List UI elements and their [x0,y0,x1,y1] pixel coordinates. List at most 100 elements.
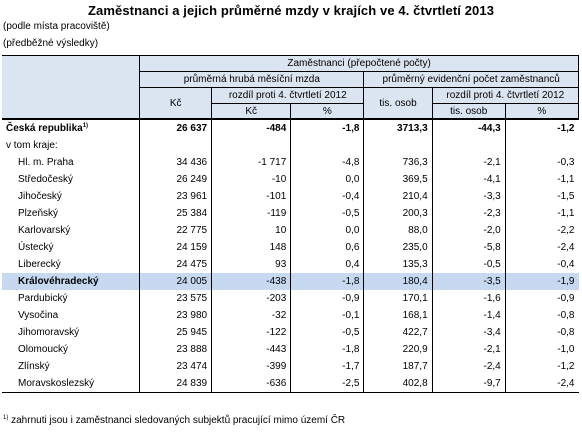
cell-count-text: 235,0 [402,242,428,253]
cell-diff-kc-text: 148 [269,242,287,253]
cell-diff-pct: -0,5 [290,205,365,222]
page-title: Zaměstnanci a jejich průměrné mzdy v kra… [87,3,495,18]
cell-diff-pct2: -1,2 [505,118,579,137]
header-sub-pct2: % [504,103,580,120]
cell-diff-kc-text: -122 [266,327,287,338]
cell-diff-pct2-text: -1,1 [557,174,575,185]
cell-wage: 22 775 [139,222,213,239]
header-sub-pct1: % [290,103,365,120]
cell-diff-pct2-text: -1,1 [557,208,575,219]
cell-diff-pct2-text: -1,9 [557,276,575,287]
footnote-mark: 1) [3,415,9,421]
cell-diff-pct-text: 0,4 [345,259,360,270]
cell-diff-pct: -0,9 [290,290,365,307]
cell-wage-text: 24 839 [176,378,208,389]
row-name: Plzeňský [2,205,141,222]
cell-diff-pct: -2,5 [290,375,365,393]
cell-diff-kc: 10 [211,222,292,239]
cell-diff-tis-text: -2,1 [483,157,501,168]
cell-wage-text: 26 637 [176,123,208,134]
cell-wage: 25 384 [139,205,213,222]
cell-diff-tis: -9,7 [432,375,506,393]
header-count: průměrný evidenční počet zaměstnanců [363,71,579,88]
cell-diff-pct2-text: -0,4 [557,259,575,270]
cell-count: 3713,3 [363,118,433,137]
cell-count-text: 402,8 [402,378,428,389]
cell-diff-tis-text: -2,4 [483,361,501,372]
row-name-text: Moravskoslezský [18,378,95,389]
row-name-text: Česká republika [6,123,83,134]
cell-diff-pct2: -0,9 [505,290,578,307]
cell-diff-kc-text: -636 [266,378,287,389]
table-row: Česká republika1) 26 637 -484 -1,8 3713,3 -44… [2,118,579,137]
subtitle-preliminary: (předběžné výsledky) [3,38,99,49]
cell-diff-pct-text: -2,5 [342,378,360,389]
cell-diff-pct-text: -0,9 [342,293,360,304]
cell-diff-kc-text: -438 [266,276,287,287]
cell-wage: 24 475 [139,256,213,273]
row-name-text: Vysočina [18,310,59,321]
wages-table: Zaměstnanci (přepočtené počty) průměrná … [2,55,580,393]
cell-diff-tis-text: -3,5 [483,276,501,287]
cell-diff-pct-text: -0,5 [342,327,360,338]
table-row: Královéhradecký 24 005 -438 -1,8 180,4 -3,5 -1… [2,273,579,290]
row-name-text: Středočeský [18,174,74,185]
row-name: Česká republika1) [2,118,141,137]
cell-diff-tis: -2,1 [432,154,506,171]
cell-count-text: 88,0 [408,225,428,236]
cell-wage: 23 961 [139,188,213,205]
cell-diff-tis-text: -9,7 [483,378,501,389]
row-name-text: Hl. m. Praha [18,157,74,168]
cell-diff-pct2: -1,0 [505,341,578,358]
table-row: Středočeský 26 249 -10 0,0 369,5 -4,1 -1,1 [2,171,579,188]
cell-diff-pct: -1,8 [290,341,365,358]
row-name: Jihomoravský [2,324,141,341]
cell-count: 736,3 [363,154,433,171]
cell-diff-pct2: -0,8 [505,307,578,324]
cell-diff-pct: -1,7 [290,358,365,375]
cell-wage-text: 26 249 [176,174,208,185]
cell-wage: 25 945 [139,324,213,341]
cell-diff-kc: -484 [211,118,292,137]
row-name-text: Královéhradecký [18,276,99,287]
cell-diff-pct: 0,6 [290,239,365,256]
cell-count [363,137,433,154]
cell-diff-tis: -2,1 [432,341,506,358]
cell-wage: 23 980 [139,307,213,324]
cell-wage [139,137,213,154]
cell-wage-text: 22 775 [176,225,208,236]
cell-diff-tis-text: -1,6 [483,293,501,304]
cell-diff-tis: -1,4 [432,307,506,324]
cell-diff-pct2-text: -0,8 [557,310,575,321]
cell-diff-pct2-text: -1,0 [557,344,575,355]
cell-wage: 23 474 [139,358,213,375]
cell-diff-tis-text: -2,1 [483,344,501,355]
footnote: 1) zahrnuti jsou i zaměstnanci sledovaný… [3,415,345,426]
cell-diff-pct2-text: -2,2 [557,225,575,236]
row-name-text: Jihočeský [18,191,62,202]
cell-count: 180,4 [363,273,433,290]
cell-diff-pct2-text: -2,4 [557,378,575,389]
cell-diff-tis: -2,4 [432,358,506,375]
cell-diff-pct2: -2,4 [505,239,578,256]
cell-diff-kc: -1 717 [211,154,292,171]
cell-diff-kc: -122 [211,324,292,341]
cell-diff-kc: 93 [211,256,292,273]
cell-diff-pct-text: -1,7 [342,361,360,372]
cell-wage: 34 436 [139,154,213,171]
cell-diff-kc-text: -32 [271,310,287,321]
cell-diff-pct2-text: -1,2 [557,123,575,134]
cell-wage-text: 24 005 [176,276,208,287]
cell-wage-text: 25 945 [176,327,208,338]
cell-diff-kc: -443 [211,341,292,358]
table-row: Olomoucký 23 888 -443 -1,8 220,9 -2,1 -1,0 [2,341,579,358]
row-footnote-mark: 1) [82,123,89,129]
cell-count-text: 369,5 [402,174,428,185]
cell-wage-text: 23 961 [176,191,208,202]
cell-count-text: 187,7 [402,361,428,372]
row-name: Olomoucký [2,341,141,358]
row-name: v tom kraje: [2,137,141,154]
cell-count: 235,0 [363,239,433,256]
cell-wage-text: 24 475 [176,259,208,270]
row-name: Hl. m. Praha [2,154,141,171]
